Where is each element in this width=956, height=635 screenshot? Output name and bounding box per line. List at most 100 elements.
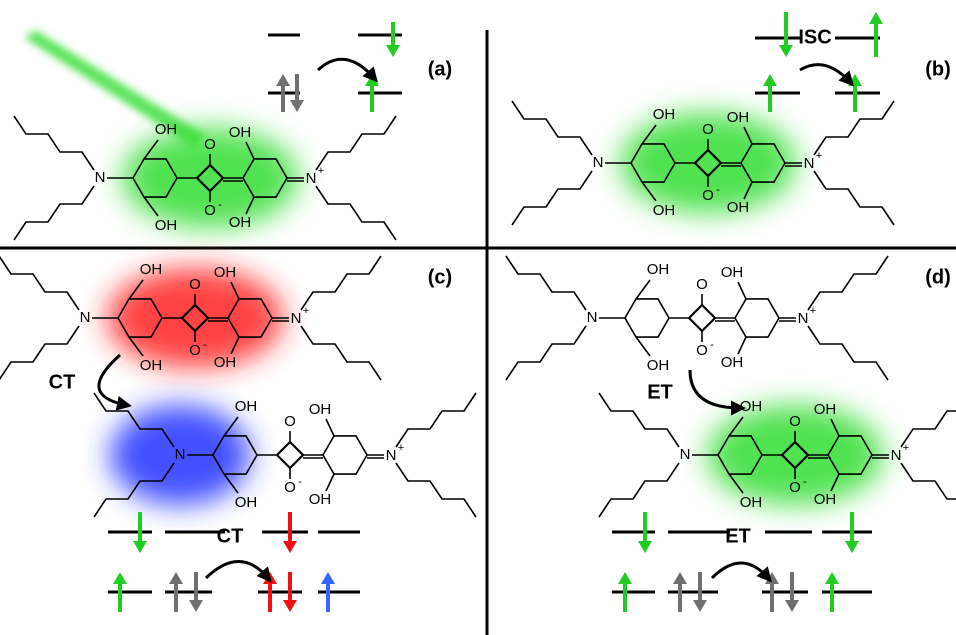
- spin-arrow-head: [673, 572, 687, 584]
- spin-arrow-head: [785, 600, 799, 612]
- bond: [506, 326, 586, 380]
- charge-label: +: [810, 305, 816, 317]
- atom-label: O: [204, 136, 216, 153]
- atom-label: OH: [653, 106, 676, 123]
- bond: [901, 463, 956, 517]
- spin-arrow-head: [189, 600, 203, 612]
- spin-arrow-head: [845, 541, 859, 553]
- transfer-arrow: [206, 562, 268, 579]
- bond: [396, 393, 476, 447]
- spin-arrow-head: [283, 541, 297, 553]
- atom-label: O: [189, 276, 201, 293]
- atom-label: O: [789, 413, 801, 430]
- charge-label: -: [803, 476, 807, 488]
- bond: [735, 299, 779, 337]
- atom-label: OH: [814, 401, 837, 418]
- atom-label: N: [798, 310, 809, 327]
- atom-label: OH: [140, 357, 163, 374]
- spin-arrow-head: [283, 600, 297, 612]
- transfer-label: CT: [49, 371, 76, 393]
- bond: [301, 326, 381, 380]
- atom-label: O: [284, 413, 296, 430]
- atom-label: N: [891, 447, 902, 464]
- charge-label: +: [398, 442, 404, 454]
- spin-arrow-head: [169, 572, 183, 584]
- transfer-arrow: [690, 370, 740, 408]
- bond: [901, 393, 956, 447]
- transition-label: ET: [725, 525, 751, 547]
- bond: [326, 474, 334, 491]
- bond: [808, 256, 888, 310]
- transition-label: ISC: [798, 26, 831, 48]
- atom-label: OH: [155, 121, 178, 138]
- bond: [512, 171, 592, 225]
- transfer-arrow: [99, 355, 126, 405]
- atom-label: OH: [740, 398, 763, 415]
- transition-label: CT: [217, 525, 244, 547]
- bond: [636, 337, 650, 356]
- bond: [323, 436, 367, 474]
- spin-arrow-head: [321, 572, 335, 584]
- laser-beam: [25, 30, 205, 148]
- atom-label: O: [189, 342, 201, 359]
- bond: [14, 186, 94, 240]
- panel-label: (a): [428, 58, 452, 80]
- spin-arrow-head: [638, 541, 652, 553]
- bond: [14, 116, 94, 170]
- atom-label: N: [291, 310, 302, 327]
- spin-arrow-head: [763, 74, 777, 86]
- atom-label: OH: [721, 354, 744, 371]
- atom-label: N: [587, 309, 598, 326]
- atom-label: OH: [235, 494, 258, 511]
- charge-label: -: [716, 184, 720, 196]
- atom-label: N: [386, 447, 397, 464]
- spin-arrow-head: [113, 572, 127, 584]
- charge-label: +: [303, 305, 309, 317]
- atom-label: N: [804, 155, 815, 172]
- bond: [506, 256, 586, 310]
- bond: [689, 305, 715, 331]
- charge-label: -: [203, 339, 207, 351]
- atom-label: N: [593, 154, 604, 171]
- spin-arrow-head: [133, 541, 147, 553]
- atom-label: OH: [647, 261, 670, 278]
- atom-label: N: [175, 446, 186, 463]
- atom-label: N: [95, 169, 106, 186]
- atom-label: N: [80, 309, 91, 326]
- bond: [316, 186, 396, 240]
- bond: [301, 256, 381, 310]
- atom-label: OH: [647, 357, 670, 374]
- spin-arrow-head: [618, 572, 632, 584]
- panel-label: (b): [925, 58, 951, 80]
- transfer-arrow: [712, 563, 768, 578]
- atom-label: OH: [309, 491, 332, 508]
- atom-label: OH: [721, 264, 744, 281]
- transfer-label: ET: [647, 381, 673, 403]
- atom-label: O: [284, 479, 296, 496]
- bond: [277, 442, 303, 468]
- atom-label: O: [204, 202, 216, 219]
- bond: [808, 326, 888, 380]
- spin-arrow-head: [779, 45, 793, 57]
- atom-label: OH: [229, 214, 252, 231]
- atom-label: OH: [740, 494, 763, 511]
- bond: [316, 116, 396, 170]
- atom-label: OH: [653, 202, 676, 219]
- charge-label: +: [318, 165, 324, 177]
- bond: [326, 419, 334, 436]
- spin-arrow-head: [869, 12, 883, 24]
- charge-label: +: [816, 150, 822, 162]
- atom-label: O: [696, 276, 708, 293]
- transfer-arrow: [318, 59, 374, 78]
- bond: [738, 337, 746, 354]
- bond: [625, 299, 669, 337]
- atom-label: O: [702, 121, 714, 138]
- transfer-arrow: [800, 65, 850, 82]
- atom-label: OH: [235, 398, 258, 415]
- bond: [599, 463, 679, 517]
- spin-arrow-head: [386, 45, 400, 57]
- atom-label: OH: [214, 354, 237, 371]
- charge-label: -: [710, 339, 714, 351]
- bond: [0, 256, 79, 310]
- charge-label: -: [218, 199, 222, 211]
